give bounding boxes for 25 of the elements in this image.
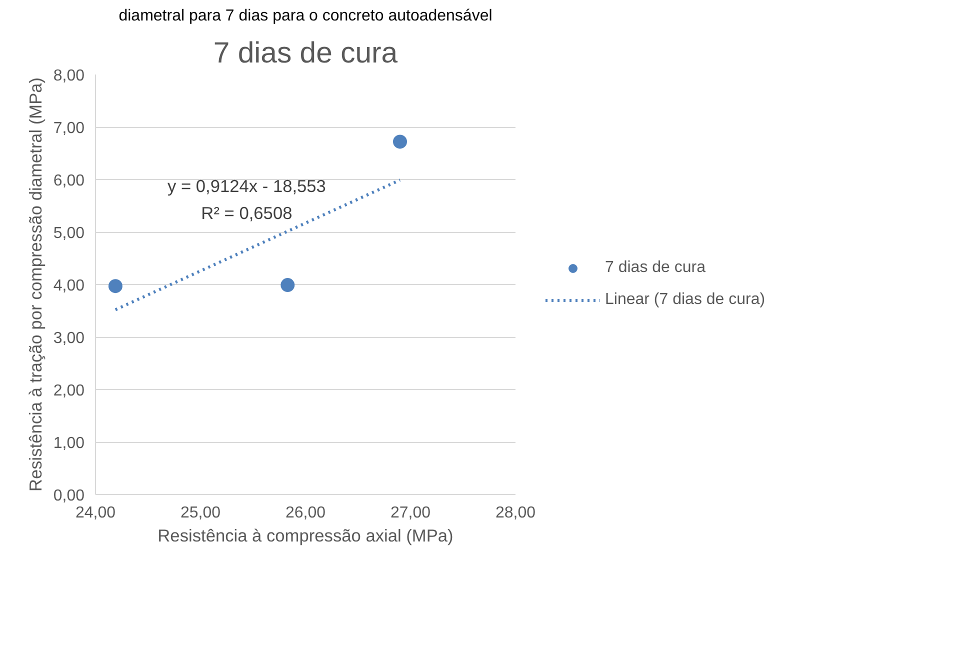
y-axis-title: Resistência à tração por compressão diametral (MPa) — [25, 77, 46, 492]
x-tick-label: 27,00 — [390, 504, 431, 522]
x-tick-label: 28,00 — [495, 504, 536, 522]
x-tick-label: 26,00 — [285, 504, 326, 522]
y-tick-label: 3,00 — [53, 330, 85, 347]
chart-title: 7 dias de cura — [213, 36, 398, 70]
legend-label: 7 dias de cura — [605, 259, 706, 277]
point — [393, 134, 407, 149]
y-tick-label: 8,00 — [53, 68, 85, 84]
y-tick-label: 1,00 — [53, 435, 85, 452]
annotation: R² = 0,6508 — [201, 202, 292, 223]
chart-subtitle: diametral para 7 dias para o concreto autoadensável — [118, 8, 492, 24]
x-axis-title: Resistência à compressão axial (MPa) — [158, 526, 454, 546]
x-tick-label: 25,00 — [180, 504, 221, 522]
y-tick-label: 0,00 — [53, 488, 85, 504]
point — [280, 278, 295, 292]
legend-label: Linear (7 dias de cura) — [605, 291, 766, 309]
y-tick-label: 2,00 — [53, 382, 85, 400]
y-tick-label: 7,00 — [53, 120, 85, 137]
y-tick-label: 5,00 — [53, 225, 85, 242]
annotation: y = 0,9124x - 18,553 — [167, 176, 326, 196]
point — [108, 279, 122, 294]
x-tick-label: 24,00 — [75, 504, 116, 522]
y-tick-label: 4,00 — [53, 278, 85, 294]
y-tick-label: 6,00 — [53, 172, 85, 190]
